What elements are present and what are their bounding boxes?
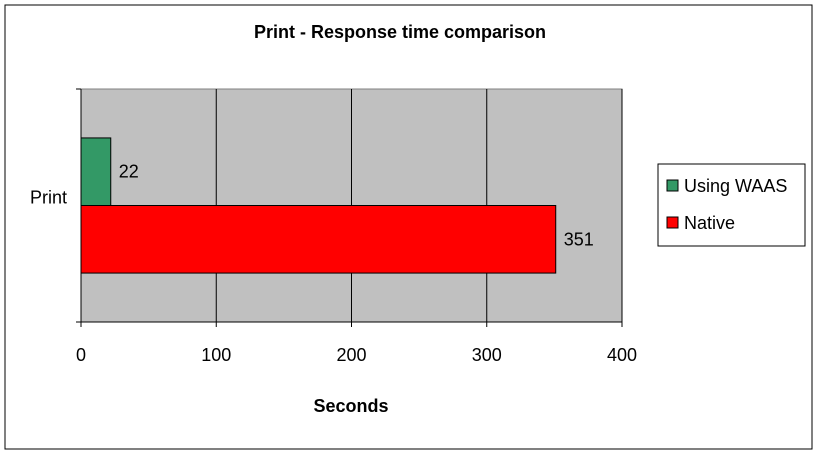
legend-swatch — [666, 216, 679, 229]
legend-label: Using WAAS — [684, 176, 787, 196]
bar — [80, 137, 112, 206]
bars: 22 351 — [80, 137, 594, 274]
x-tick-label: 200 — [336, 345, 366, 365]
legend-label: Native — [684, 213, 735, 233]
x-tick-label: 300 — [472, 345, 502, 365]
x-tick-label: 100 — [201, 345, 231, 365]
bar — [80, 205, 557, 274]
legend-box — [657, 163, 806, 247]
data-label: 351 — [564, 229, 594, 249]
chart-title: Print - Response time comparison — [254, 22, 546, 42]
legend-swatch — [666, 179, 679, 192]
y-tick-label: Print — [30, 188, 67, 208]
x-axis-title: Seconds — [313, 396, 388, 416]
x-tick-label: 0 — [76, 345, 86, 365]
legend: Using WAAS Native — [657, 163, 806, 247]
x-tick-label: 400 — [607, 345, 637, 365]
data-label: 22 — [119, 162, 139, 182]
axes: 0 100 200 300 400 Print — [30, 88, 637, 365]
